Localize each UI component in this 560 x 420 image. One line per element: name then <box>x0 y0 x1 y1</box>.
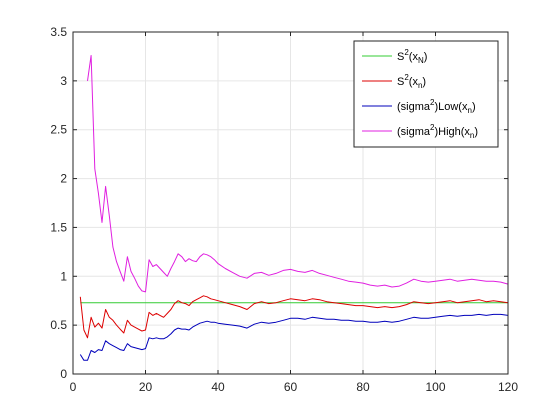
legend-label-part: )High(x <box>434 126 470 138</box>
legend: S2(xN)S2(xn)(sigma2)Low(xn)(sigma2)High(… <box>353 40 499 148</box>
x-tick-label: 120 <box>498 380 518 394</box>
legend-box <box>353 40 499 148</box>
x-tick-label: 0 <box>70 380 77 394</box>
legend-label-part: 2 <box>404 48 409 57</box>
legend-label-part: (sigma <box>397 101 431 113</box>
y-tick-label: 2 <box>60 172 67 186</box>
axes <box>72 31 509 375</box>
series-lines <box>79 55 509 361</box>
legend-label-part: (x <box>409 76 419 88</box>
y-tick-label: 0 <box>60 367 67 381</box>
y-tick-label: 0.5 <box>50 318 67 332</box>
legend-label-3: (sigma2)High(xn) <box>397 123 478 140</box>
y-tick-label: 3 <box>60 74 67 88</box>
y-tick-label: 3.5 <box>50 25 67 39</box>
legend-label-part: S <box>397 76 404 88</box>
tick-labels: 0 20 40 60 80 100 120 0 0.5 1 1.5 2 2.5 3 3.5 <box>50 25 518 394</box>
legend-label-part: n <box>418 81 422 90</box>
legend-label-part: 2 <box>430 123 435 132</box>
x-tick-label: 40 <box>211 380 225 394</box>
legend-label-0: S2(xN) <box>397 48 427 65</box>
legend-label-part: ) <box>474 126 478 138</box>
x-tick-label: 100 <box>425 380 445 394</box>
series-line-3 <box>87 55 509 293</box>
x-tick-label: 20 <box>139 380 153 394</box>
legend-label-part: 2 <box>430 98 435 107</box>
x-tick-label: 80 <box>356 380 370 394</box>
legend-label-part: )Low(x <box>434 101 468 113</box>
legend-label-2: (sigma2)Low(xn) <box>397 98 476 115</box>
legend-label-part: ) <box>422 76 426 88</box>
legend-label-part: n <box>467 106 471 115</box>
legend-label-part: (x <box>409 51 419 63</box>
y-tick-label: 1.5 <box>50 220 67 234</box>
legend-label-part: ) <box>472 101 476 113</box>
x-tick-label: 60 <box>284 380 298 394</box>
legend-label-1: S2(xn) <box>397 73 426 90</box>
series-line-1 <box>79 295 509 339</box>
legend-label-part: (sigma <box>397 126 431 138</box>
legend-label-part: 2 <box>404 73 409 82</box>
legend-label-part: ) <box>424 51 428 63</box>
y-tick-label: 1 <box>60 269 67 283</box>
legend-label-part: N <box>418 56 424 65</box>
y-tick-label: 2.5 <box>50 123 67 137</box>
series-line-2 <box>79 313 509 361</box>
legend-label-part: n <box>470 131 474 140</box>
legend-label-part: S <box>397 51 404 63</box>
